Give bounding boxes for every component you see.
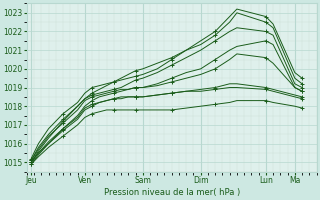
X-axis label: Pression niveau de la mer( hPa ): Pression niveau de la mer( hPa ) xyxy=(104,188,240,197)
